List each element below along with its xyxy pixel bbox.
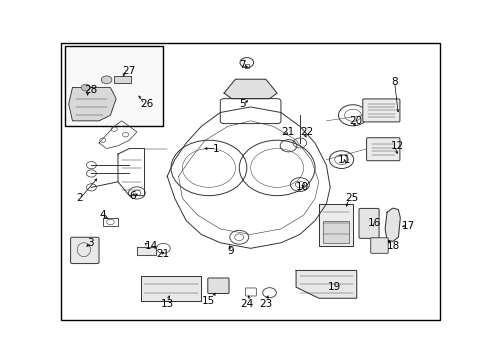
Text: 4: 4 bbox=[99, 210, 105, 220]
Text: 25: 25 bbox=[345, 193, 358, 203]
Text: 21: 21 bbox=[156, 249, 169, 259]
Text: 22: 22 bbox=[299, 127, 312, 137]
Bar bbox=[244, 64, 248, 68]
FancyBboxPatch shape bbox=[358, 208, 378, 238]
Text: 7: 7 bbox=[239, 60, 245, 70]
Text: 18: 18 bbox=[386, 240, 400, 251]
Text: 1: 1 bbox=[212, 144, 219, 153]
Text: 8: 8 bbox=[390, 77, 397, 87]
Text: 19: 19 bbox=[326, 282, 340, 292]
Bar bbox=[114, 76, 131, 84]
Polygon shape bbox=[296, 270, 356, 298]
Polygon shape bbox=[224, 79, 277, 99]
FancyBboxPatch shape bbox=[70, 237, 99, 264]
Polygon shape bbox=[68, 87, 116, 121]
Bar bbox=[322, 221, 348, 243]
Polygon shape bbox=[385, 208, 400, 242]
Text: 6: 6 bbox=[129, 191, 136, 201]
Text: 9: 9 bbox=[227, 246, 234, 256]
FancyBboxPatch shape bbox=[370, 238, 387, 253]
Text: 20: 20 bbox=[348, 116, 362, 126]
Text: 5: 5 bbox=[239, 99, 245, 109]
FancyBboxPatch shape bbox=[366, 138, 399, 161]
Text: 13: 13 bbox=[160, 299, 174, 309]
Text: 27: 27 bbox=[122, 66, 135, 76]
Circle shape bbox=[101, 76, 112, 84]
Text: 24: 24 bbox=[240, 299, 253, 309]
Text: 3: 3 bbox=[87, 238, 94, 248]
Text: 23: 23 bbox=[259, 299, 272, 309]
Text: 26: 26 bbox=[141, 99, 154, 109]
FancyBboxPatch shape bbox=[207, 278, 228, 293]
Circle shape bbox=[81, 84, 90, 91]
Polygon shape bbox=[137, 247, 156, 255]
Polygon shape bbox=[318, 204, 352, 246]
Text: 14: 14 bbox=[144, 240, 158, 251]
Text: 12: 12 bbox=[390, 141, 403, 151]
FancyBboxPatch shape bbox=[362, 99, 399, 122]
Text: 28: 28 bbox=[84, 85, 97, 95]
Text: 10: 10 bbox=[296, 183, 308, 192]
Text: 17: 17 bbox=[401, 221, 415, 231]
Text: 2: 2 bbox=[76, 193, 83, 203]
Text: 15: 15 bbox=[202, 296, 215, 306]
Text: 21: 21 bbox=[280, 127, 294, 137]
Bar bbox=[65, 46, 163, 126]
Text: 16: 16 bbox=[367, 219, 381, 228]
Text: 11: 11 bbox=[337, 155, 350, 165]
Polygon shape bbox=[141, 276, 201, 301]
